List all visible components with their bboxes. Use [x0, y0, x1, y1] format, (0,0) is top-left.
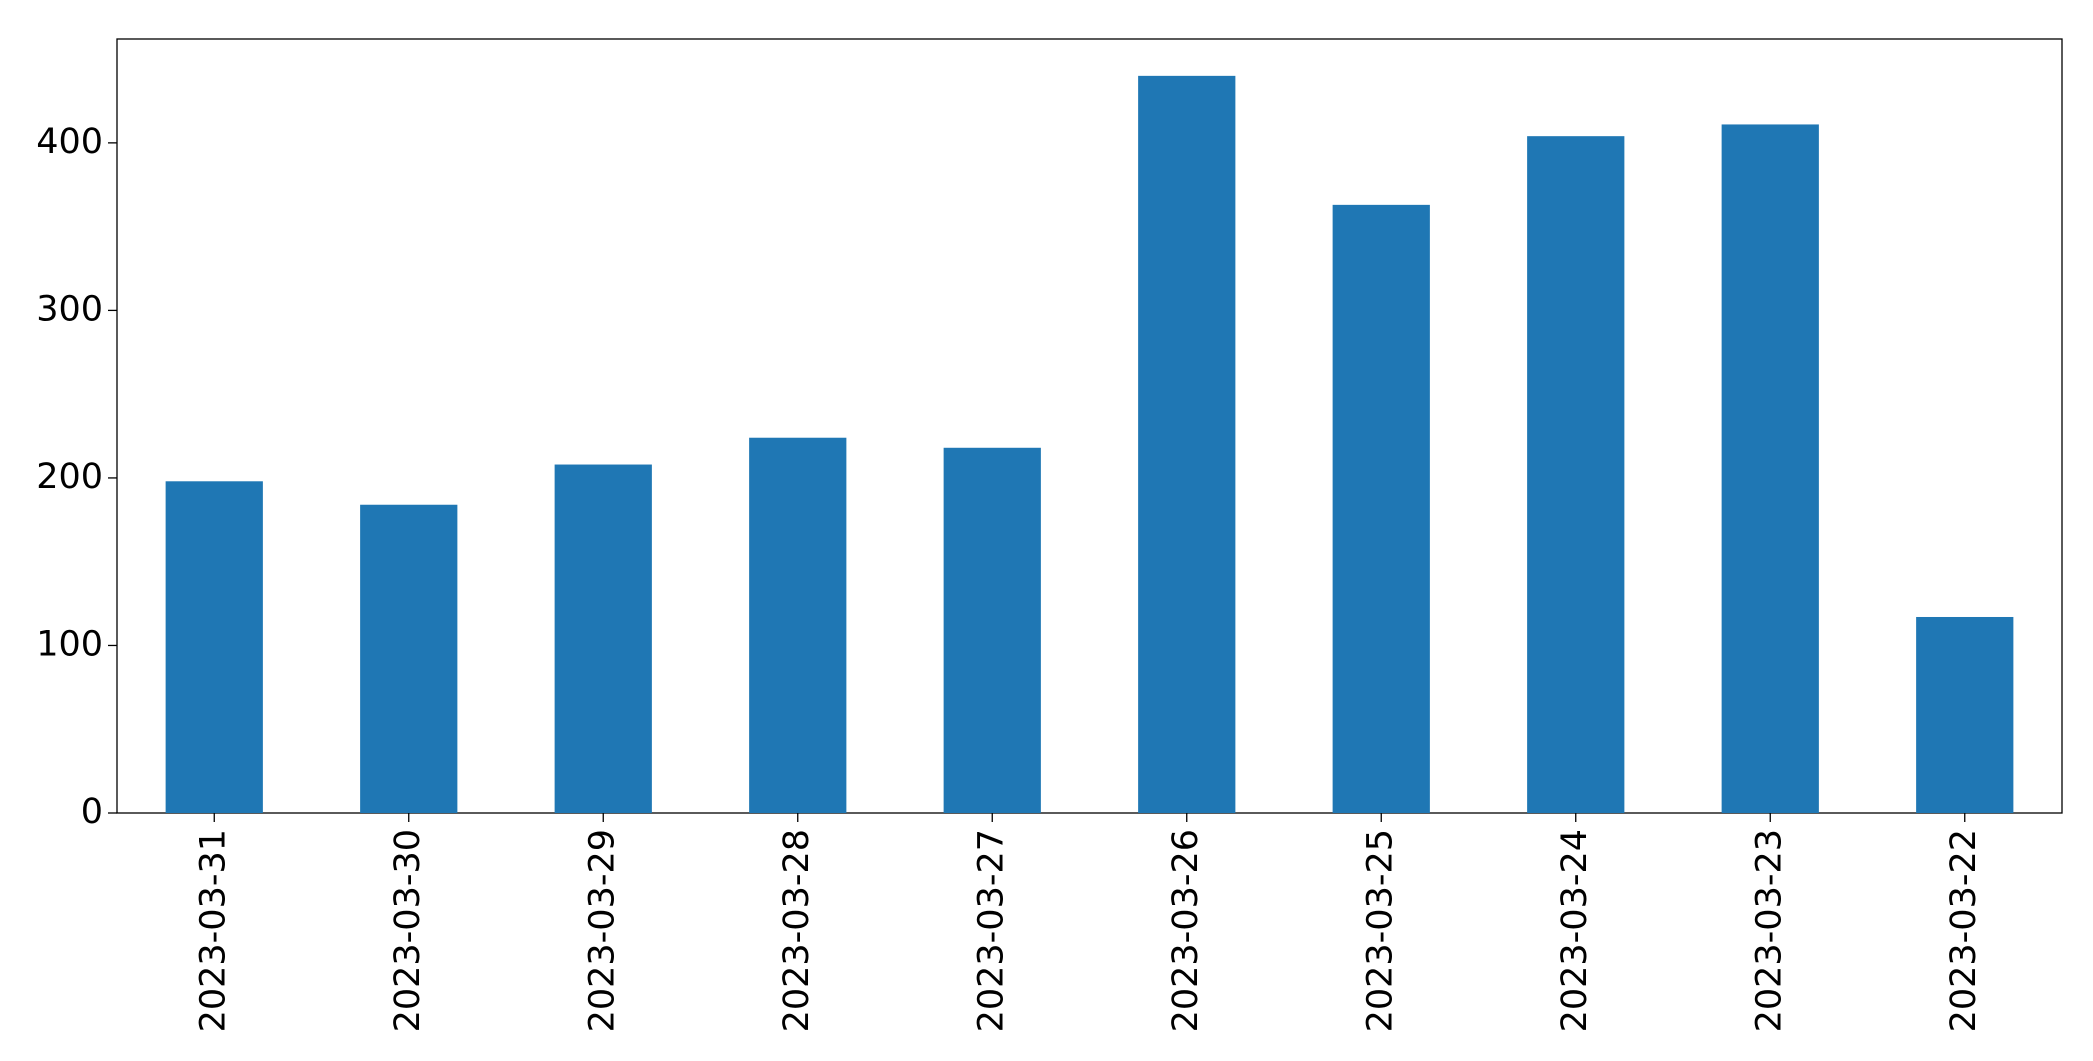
bar [1916, 616, 2014, 813]
x-tick-label: 2023-03-24 [1555, 829, 1595, 1032]
bar [1138, 75, 1236, 814]
x-tick-label: 2023-03-31 [193, 829, 233, 1032]
y-tick-label: 100 [36, 624, 103, 664]
x-tick-label: 2023-03-22 [1944, 829, 1984, 1032]
bar [165, 481, 263, 813]
bar [1527, 136, 1625, 814]
bar [360, 504, 458, 813]
x-tick-label: 2023-03-25 [1360, 829, 1400, 1032]
axes-frame [116, 38, 2063, 814]
y-tick-label: 400 [36, 122, 103, 162]
bar [749, 437, 847, 813]
bar [1721, 124, 1819, 814]
bar [943, 447, 1041, 813]
x-tick-label: 2023-03-29 [582, 829, 622, 1032]
y-tick-label: 0 [81, 792, 103, 832]
y-tick-label: 200 [36, 457, 103, 497]
x-tick-label: 2023-03-26 [1166, 829, 1206, 1032]
bar [554, 464, 652, 813]
x-tick-label: 2023-03-30 [388, 829, 428, 1032]
y-tick-label: 300 [36, 289, 103, 329]
x-tick-label: 2023-03-27 [971, 829, 1011, 1032]
bar [1332, 204, 1430, 813]
x-tick-label: 2023-03-28 [777, 829, 817, 1032]
x-tick-label: 2023-03-23 [1749, 829, 1789, 1032]
